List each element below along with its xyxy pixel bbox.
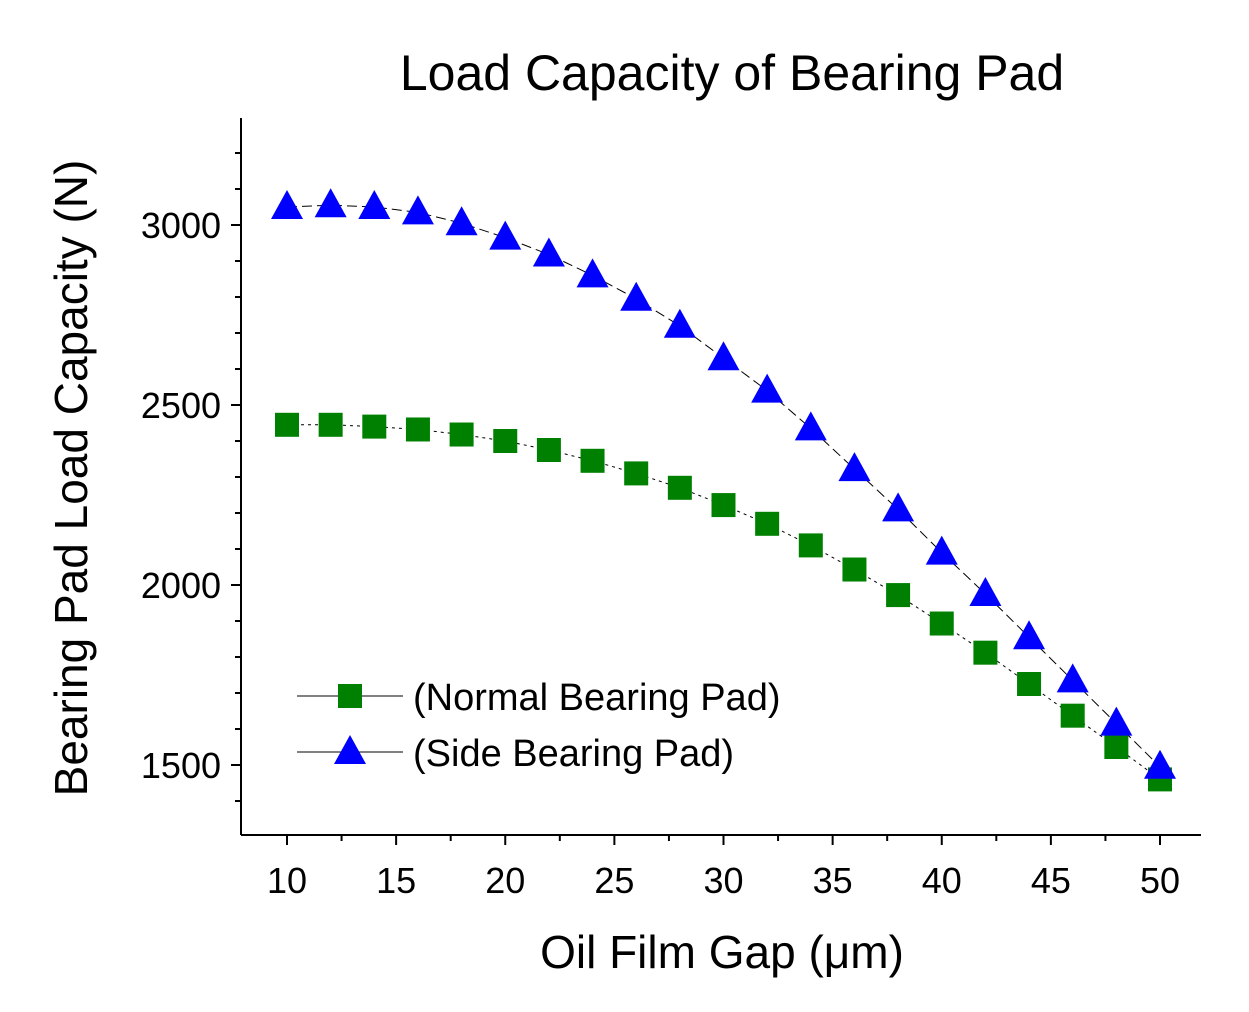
data-point-normal xyxy=(318,412,343,437)
legend-marker-normal xyxy=(338,684,362,708)
series-line-normal xyxy=(287,424,1161,780)
data-point-side xyxy=(751,373,784,403)
data-point-side xyxy=(358,190,391,219)
y-tick-label: 2000 xyxy=(141,565,221,606)
plot-area: 1500 2000 2500 3000 10 15 20 25 30 35 40 45 50 xyxy=(141,118,1201,901)
data-point-normal xyxy=(755,511,780,536)
data-point-side xyxy=(489,220,522,250)
x-tick-label: 45 xyxy=(1031,860,1071,901)
data-point-side xyxy=(1100,706,1133,736)
series-layer xyxy=(271,188,1176,792)
data-point-side xyxy=(882,492,915,522)
x-tick-label: 25 xyxy=(594,860,634,901)
legend-label: (Normal Bearing Pad) xyxy=(413,677,780,719)
data-point-normal xyxy=(711,493,736,518)
data-point-side xyxy=(271,190,303,219)
data-point-normal xyxy=(842,557,867,582)
data-point-normal xyxy=(973,640,998,665)
data-point-side xyxy=(620,281,653,311)
data-point-normal xyxy=(667,475,692,500)
x-tick-label: 30 xyxy=(703,860,743,901)
data-point-normal xyxy=(624,461,649,486)
data-point-normal xyxy=(405,417,430,442)
data-point-normal xyxy=(493,429,518,453)
legend-marker-side xyxy=(334,735,366,764)
data-point-side xyxy=(1056,663,1089,693)
x-tick-label: 35 xyxy=(813,860,853,901)
data-point-side xyxy=(445,206,478,236)
data-point-side xyxy=(314,188,347,218)
x-tick-label: 15 xyxy=(376,860,416,901)
data-point-normal xyxy=(362,414,387,439)
data-point-side xyxy=(532,237,565,267)
data-point-side xyxy=(794,411,827,441)
legend: (Normal Bearing Pad) (Side Bearing Pad) xyxy=(297,677,780,775)
legend-label: (Side Bearing Pad) xyxy=(413,733,734,775)
data-point-side xyxy=(925,535,958,565)
x-tick-label: 10 xyxy=(267,860,307,901)
data-point-normal xyxy=(536,438,561,462)
data-point-normal xyxy=(886,583,911,608)
data-point-normal xyxy=(580,448,605,473)
data-point-side xyxy=(838,452,871,482)
data-point-side xyxy=(663,308,696,338)
x-tick-label: 50 xyxy=(1140,860,1180,901)
y-ticks: 1500 2000 2500 3000 xyxy=(141,152,241,802)
data-point-normal xyxy=(275,412,299,437)
x-tick-label: 20 xyxy=(485,860,525,901)
data-point-side xyxy=(707,341,740,371)
data-point-side xyxy=(576,258,609,288)
data-point-side xyxy=(1144,749,1176,779)
data-point-side xyxy=(969,577,1002,606)
data-point-normal xyxy=(1104,735,1129,759)
data-point-normal xyxy=(929,611,954,636)
x-axis-label: Oil Film Gap (μm) xyxy=(540,926,904,978)
data-point-side xyxy=(1013,620,1046,650)
x-ticks: 10 15 20 25 30 35 40 45 50 xyxy=(267,835,1180,901)
data-point-normal xyxy=(798,533,823,558)
data-point-normal xyxy=(1060,703,1085,728)
x-tick-label: 40 xyxy=(922,860,962,901)
data-point-side xyxy=(401,195,434,225)
y-tick-label: 3000 xyxy=(141,205,221,246)
chart-title: Load Capacity of Bearing Pad xyxy=(400,45,1064,101)
y-tick-label: 2500 xyxy=(141,385,221,426)
y-axis-label: Bearing Pad Load Capacity (N) xyxy=(45,160,97,797)
y-tick-label: 1500 xyxy=(141,745,221,786)
data-point-normal xyxy=(449,422,474,447)
data-point-normal xyxy=(1017,672,1042,696)
